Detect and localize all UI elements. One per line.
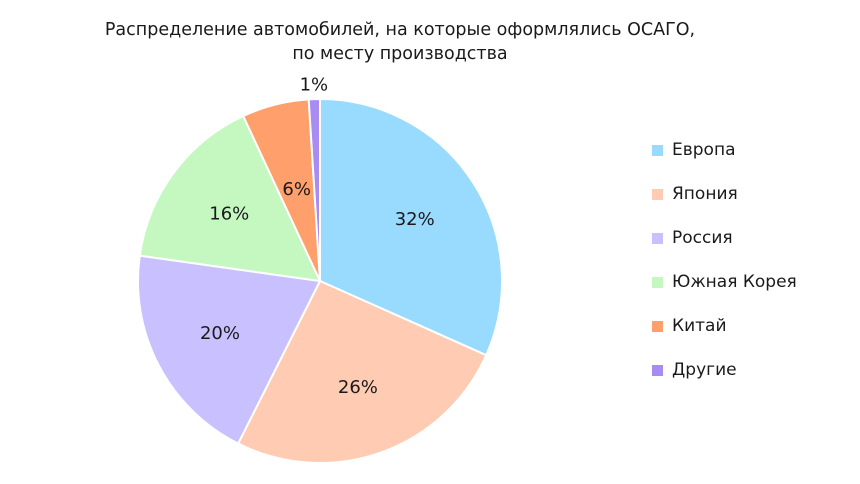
slice-value-label-1: 26% — [338, 377, 378, 398]
legend-label-5: Другие — [672, 360, 737, 380]
legend-swatch-2 — [652, 232, 663, 244]
chart-title-line-2: по месту производства — [292, 44, 508, 64]
legend-item-2: Россия — [652, 227, 797, 249]
legend-item-5: Другие — [652, 359, 797, 381]
slice-value-label-0: 32% — [395, 209, 435, 230]
legend-label-0: Европа — [672, 140, 736, 160]
chart-legend: Европа Япония Россия Южная Корея Китай Другие — [652, 139, 797, 403]
legend-swatch-4 — [652, 320, 663, 332]
legend-label-1: Япония — [672, 184, 738, 204]
legend-item-3: Южная Корея — [652, 271, 797, 293]
pie-slice-1 — [236, 279, 488, 464]
legend-swatch-1 — [652, 188, 663, 200]
legend-label-3: Южная Корея — [672, 272, 797, 292]
chart-title: Распределение автомобилей, на которые оф… — [60, 18, 740, 66]
slice-value-label-2: 20% — [200, 323, 240, 344]
legend-label-2: Россия — [672, 228, 733, 248]
legend-item-0: Европа — [652, 139, 797, 161]
legend-swatch-0 — [652, 144, 663, 156]
legend-label-4: Китай — [672, 316, 727, 336]
slice-value-label-4: 6% — [282, 179, 311, 200]
pie-slice-0 — [319, 97, 504, 357]
slice-value-label-3: 16% — [209, 203, 249, 224]
pie-slice-2 — [137, 254, 322, 445]
pie-slice-3 — [138, 114, 322, 283]
slice-value-label-5: 1% — [300, 75, 329, 96]
legend-swatch-3 — [652, 276, 663, 288]
legend-swatch-5 — [652, 364, 663, 376]
chart-title-line-1: Распределение автомобилей, на которые оф… — [104, 20, 696, 40]
pie-slice-5 — [307, 97, 321, 282]
legend-item-1: Япония — [652, 183, 797, 205]
legend-item-4: Китай — [652, 315, 797, 337]
